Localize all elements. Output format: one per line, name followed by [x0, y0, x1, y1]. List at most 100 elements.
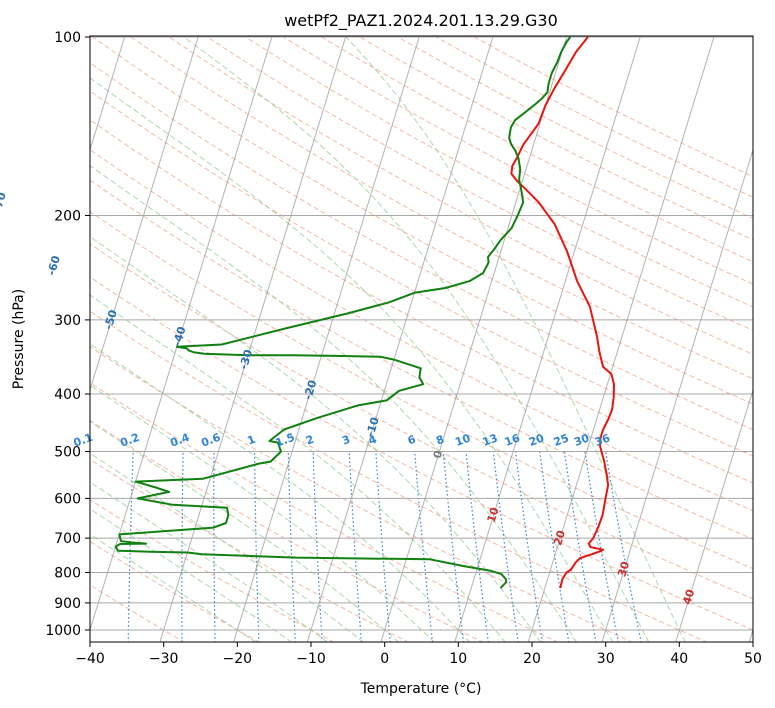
mixing-ratio-label: 25 — [552, 431, 571, 448]
dry-adiabat — [90, 62, 753, 431]
dry-adiabat — [90, 149, 753, 512]
dry-adiabat — [90, 276, 753, 631]
isotherm-label: 20 — [551, 528, 568, 547]
isotherm — [159, 36, 347, 642]
y-tick-label: 800 — [54, 566, 81, 582]
background-lines — [90, 36, 753, 642]
isotherm-label: 0 — [431, 449, 446, 460]
moist-adiabat — [183, 36, 650, 642]
isotherm — [233, 36, 420, 642]
chart-title: wetPf2_PAZ1.2024.201.13.29.G30 — [284, 11, 558, 31]
dry-adiabat — [92, 36, 753, 405]
mixing-ratio-label: 16 — [503, 431, 522, 449]
profile-lines — [114, 36, 615, 589]
x-tick-label: 10 — [449, 651, 467, 667]
isotherm-label: -60 — [45, 254, 63, 277]
isobars — [90, 36, 753, 631]
x-tick-label: 50 — [744, 651, 762, 667]
y-axis-title: Pressure (hPa) — [11, 289, 27, 389]
mixing-ratio-label: 4 — [367, 433, 379, 448]
isotherm-label: 30 — [615, 560, 632, 579]
moist-adiabat — [90, 384, 435, 642]
mixing-ratio-label: 30 — [572, 431, 591, 449]
mixing-ratio-label: 6 — [406, 433, 418, 448]
mixing-ratio-label: 20 — [527, 431, 546, 449]
mixing-ratio-label: 10 — [453, 431, 472, 449]
isotherm — [675, 388, 753, 642]
x-tick-label: 40 — [670, 651, 688, 667]
moist-adiabat — [90, 420, 400, 642]
isotherm — [527, 36, 715, 642]
mixing-ratio-label: 3 — [340, 433, 352, 448]
isotherm-label: -20 — [301, 378, 319, 401]
dry-adiabats — [90, 36, 753, 642]
isotherm-label: -30 — [237, 348, 255, 371]
dry-adiabat — [130, 36, 753, 380]
x-tick-label: 30 — [597, 651, 615, 667]
dry-adiabat — [90, 345, 634, 642]
isotherm — [601, 148, 753, 642]
isotherms — [90, 36, 753, 642]
x-axis-title: Temperature (°C) — [360, 681, 482, 697]
isotherm-label: 40 — [680, 587, 697, 606]
isotherm-label: -70 — [0, 190, 9, 213]
moist-adiabat — [90, 343, 471, 642]
isotherm — [380, 36, 568, 642]
mixing-ratio-line — [514, 451, 543, 642]
isotherm-label: -10 — [364, 415, 382, 438]
mixing-ratio-line — [605, 451, 642, 642]
dry-adiabat — [168, 36, 753, 355]
moist-adiabat — [90, 508, 293, 642]
plot-frame — [89, 35, 754, 643]
isotherm-label: -40 — [170, 325, 188, 348]
moist-adiabat — [90, 533, 257, 642]
moist-adiabat — [345, 36, 686, 642]
mixing-ratio-label: 2 — [304, 433, 316, 448]
axis-ticks: −40 −30 −20 −10 0 10 20 30 40 5010020030040050060… — [45, 30, 762, 667]
y-tick-label: 200 — [54, 209, 81, 225]
x-tick-label: −20 — [223, 651, 253, 667]
x-tick-label: 0 — [380, 651, 389, 667]
mixing-ratio-line — [375, 451, 391, 642]
dry-adiabat — [90, 179, 753, 540]
temperature-line — [510, 36, 615, 589]
isotherm-label: 10 — [485, 505, 502, 524]
y-tick-label: 900 — [54, 596, 81, 612]
moist-adiabat — [90, 236, 542, 642]
mixing-ratio-line — [492, 451, 519, 642]
moist-adiabats — [90, 36, 686, 642]
dry-adiabat — [90, 382, 559, 642]
x-tick-label: −40 — [75, 651, 105, 667]
moist-adiabat — [90, 481, 329, 642]
moist-adiabat — [90, 164, 578, 642]
dewpoint-line — [114, 36, 572, 589]
mixing-ratio-label: 1 — [246, 433, 258, 448]
reference-line-labels: -100-90-80-70-60-50-40-30-20-10010203040… — [0, 190, 697, 606]
y-tick-label: 100 — [54, 30, 81, 46]
y-tick-label: 400 — [54, 387, 81, 403]
y-tick-label: 700 — [54, 531, 81, 547]
x-tick-label: 20 — [523, 651, 541, 667]
isotherm — [90, 36, 199, 392]
isotherm-label: -50 — [102, 308, 120, 331]
x-tick-label: −10 — [296, 651, 326, 667]
isotherm — [90, 36, 273, 632]
mixing-ratio-line — [465, 451, 489, 642]
isotherm — [306, 36, 494, 642]
mixing-ratio-label: 13 — [481, 431, 500, 448]
y-tick-label: 600 — [54, 491, 81, 507]
mixing-ratio-line — [414, 451, 434, 642]
mixing-ratio-label: 8 — [434, 433, 446, 448]
mixing-ratio-line — [348, 451, 362, 642]
mixing-ratio-label: 0.6 — [199, 431, 222, 450]
mixing-ratio-label: 0.4 — [169, 431, 192, 450]
y-tick-label: 300 — [54, 313, 81, 329]
mixing-ratio-label: 0.1 — [72, 431, 95, 450]
mixing-ratio-label: 1.5 — [274, 431, 297, 450]
dry-adiabat — [206, 36, 753, 332]
plot-area — [90, 36, 753, 642]
isotherm — [90, 36, 126, 152]
mixing-ratio-line — [442, 451, 465, 642]
mixing-ratio-lines — [127, 451, 642, 642]
mixing-ratio-label: 36 — [593, 431, 612, 449]
